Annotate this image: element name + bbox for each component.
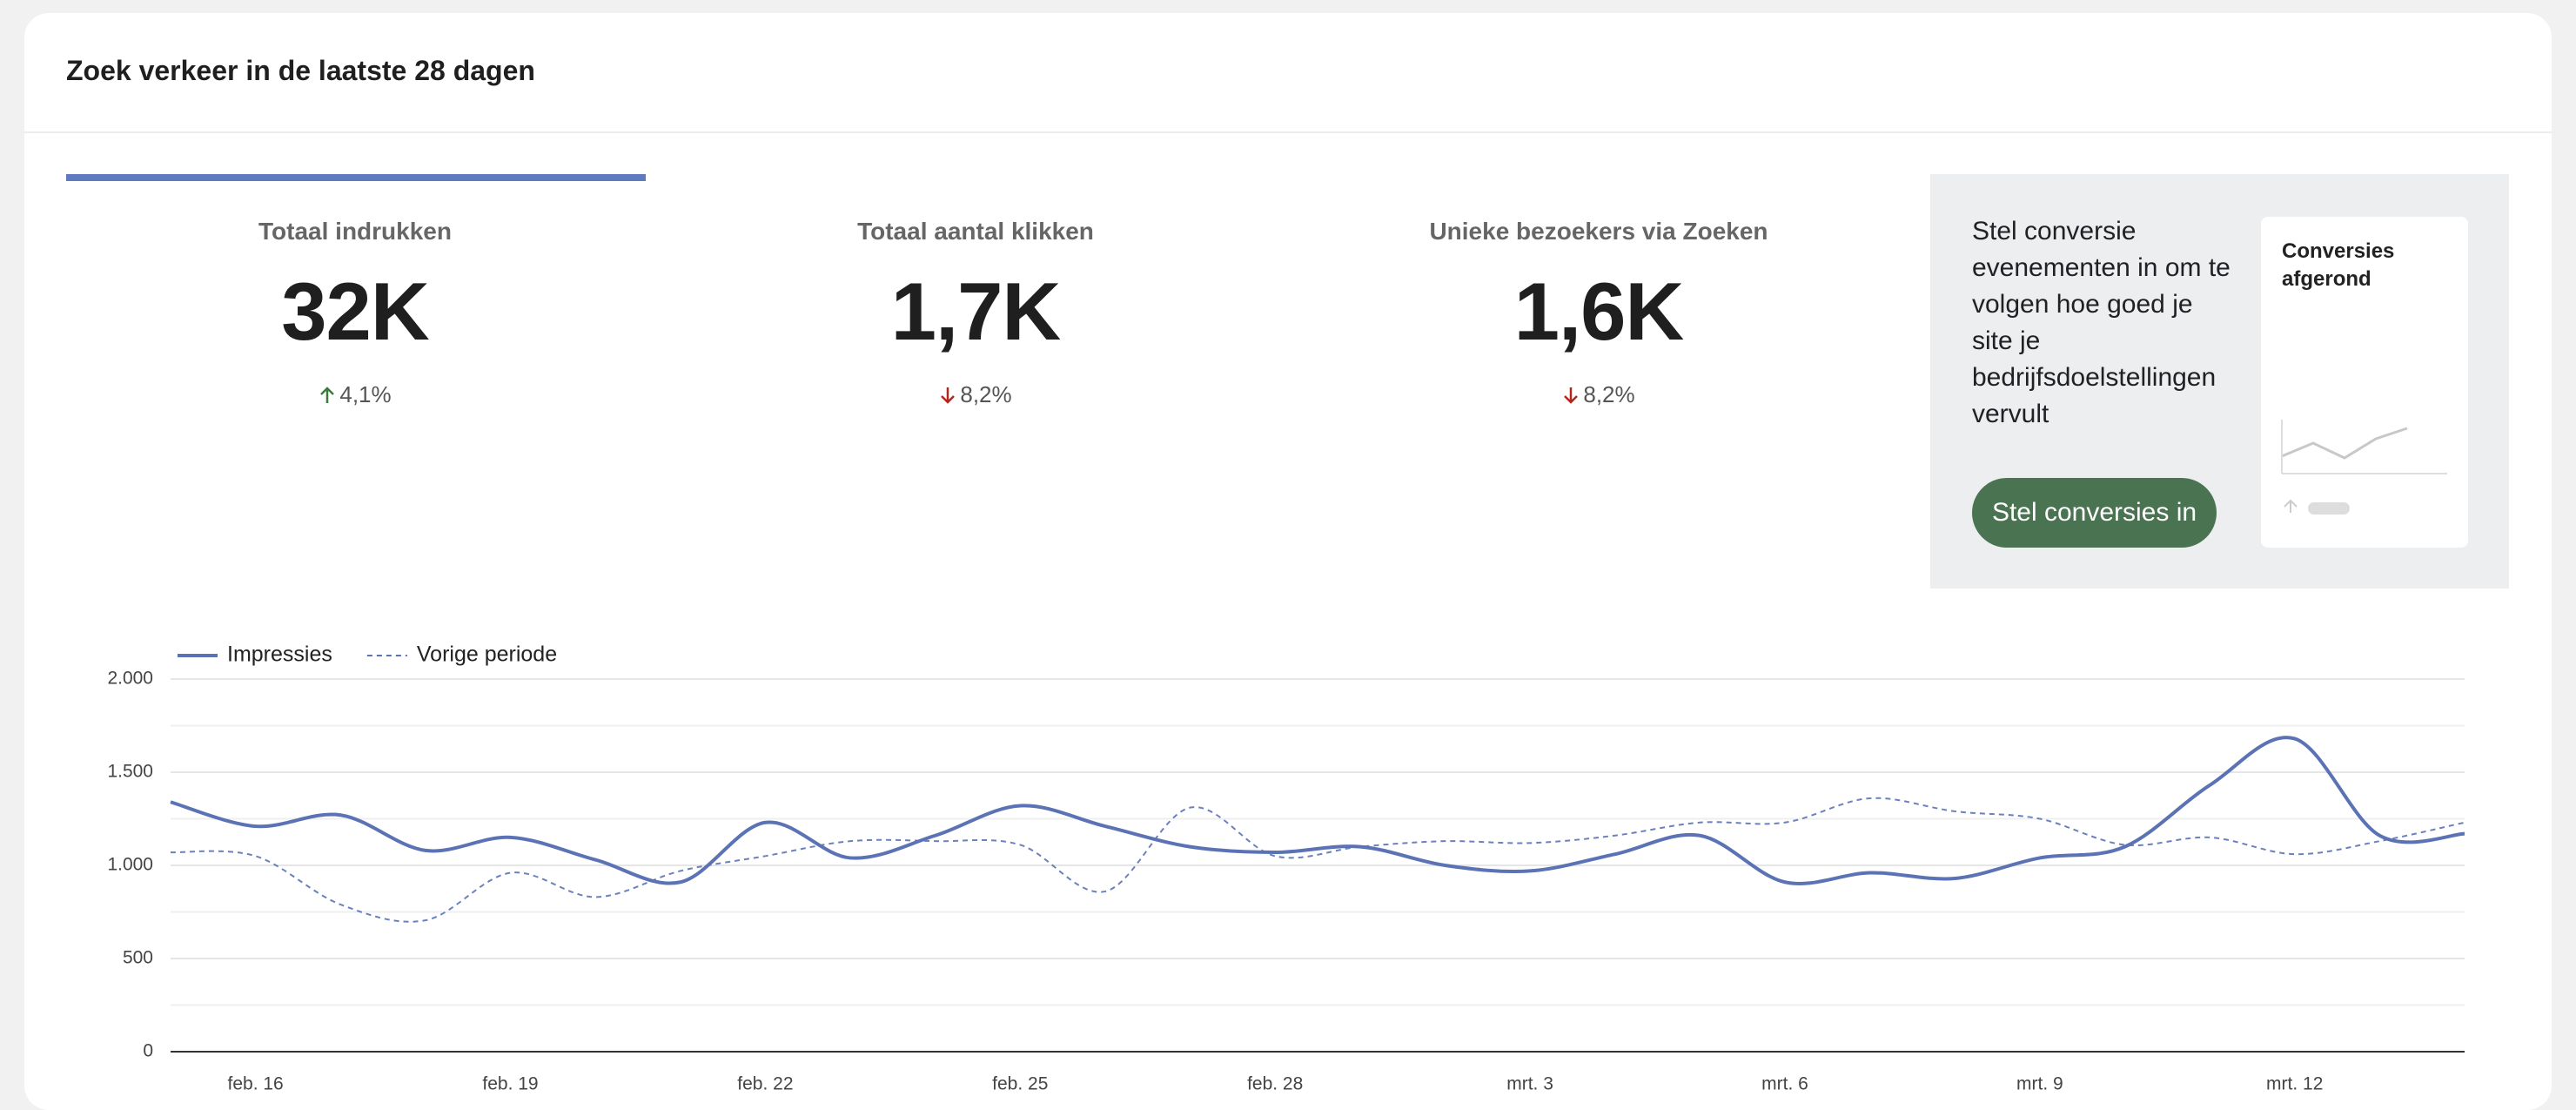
- y-tick-label: 1.500: [107, 762, 153, 782]
- y-tick-label: 1.000: [107, 855, 153, 875]
- mini-card: Conversies afgerond: [2261, 217, 2468, 548]
- metric-change: 8,2%: [714, 381, 1237, 408]
- arrow: [941, 387, 956, 404]
- metric: Totaal indrukken 32K 4,1%: [94, 218, 616, 408]
- chart: 0 500 1.000 1.500 2.000 feb. 16 feb. 19 feb. 22…: [107, 642, 2465, 1094]
- metric-change-value: 8,2%: [960, 381, 1012, 407]
- y-tick-label: 500: [123, 948, 153, 968]
- metric-change: 4,1%: [94, 381, 616, 408]
- metric: Totaal aantal klikken 1,7K 8,2%: [714, 218, 1237, 408]
- x-tick-label: mrt. 6: [1761, 1074, 1808, 1094]
- separator: [24, 131, 2552, 133]
- active-tab: [66, 174, 646, 181]
- promo: Stel conversie evenementen in om te volg…: [1930, 174, 2509, 589]
- card: Zoek verkeer in de laatste 28 dagen Tota…: [24, 13, 2552, 1110]
- metric-change-value: 8,2%: [1583, 381, 1635, 407]
- y-tick-label: 0: [143, 1041, 153, 1061]
- x-tick-label: mrt. 9: [2016, 1074, 2063, 1094]
- mini-card-title: Conversies afgerond: [2282, 239, 2395, 291]
- trend-arrow: [941, 387, 956, 404]
- x-tick-label: feb. 19: [482, 1074, 538, 1094]
- series-line: [170, 797, 2465, 923]
- x-tick-label: feb. 22: [737, 1074, 793, 1094]
- x-tick-label: feb. 16: [228, 1074, 284, 1094]
- trend-arrow: [320, 386, 335, 403]
- legend-label: Impressies: [227, 642, 332, 667]
- x-tick-label: mrt. 12: [2266, 1074, 2323, 1094]
- x-tick-label: feb. 25: [992, 1074, 1048, 1094]
- legend-label: Vorige periode: [417, 642, 557, 667]
- metric-label: Totaal aantal klikken: [857, 218, 1094, 245]
- x-tick-label: feb. 28: [1247, 1074, 1303, 1094]
- x-tick-label: mrt. 3: [1506, 1074, 1553, 1094]
- trend-arrow: [1564, 387, 1579, 404]
- metric-value: 32K: [281, 266, 429, 357]
- arrow: [1564, 387, 1579, 404]
- metric-change: 8,2%: [1338, 381, 1860, 408]
- arrow: [320, 386, 335, 403]
- metric-change-value: 4,1%: [339, 381, 392, 407]
- metric-label: Unieke bezoekers via Zoeken: [1429, 218, 1768, 245]
- y-tick-label: 2.000: [107, 669, 153, 689]
- mini-sparkline: [2281, 420, 2447, 515]
- metric: Unieke bezoekers via Zoeken 1,6K 8,2%: [1338, 218, 1860, 408]
- metric-value: 1,6K: [1513, 266, 1685, 357]
- promo-text: Stel conversie evenementen in om te volg…: [1972, 217, 2231, 428]
- metric-label: Totaal indrukken: [258, 218, 452, 245]
- metric-value: 1,7K: [890, 266, 1062, 357]
- card-title: Zoek verkeer in de laatste 28 dagen: [66, 55, 535, 86]
- series-line: [170, 736, 2465, 885]
- promo-button[interactable]: Stel conversies in: [1972, 478, 2217, 548]
